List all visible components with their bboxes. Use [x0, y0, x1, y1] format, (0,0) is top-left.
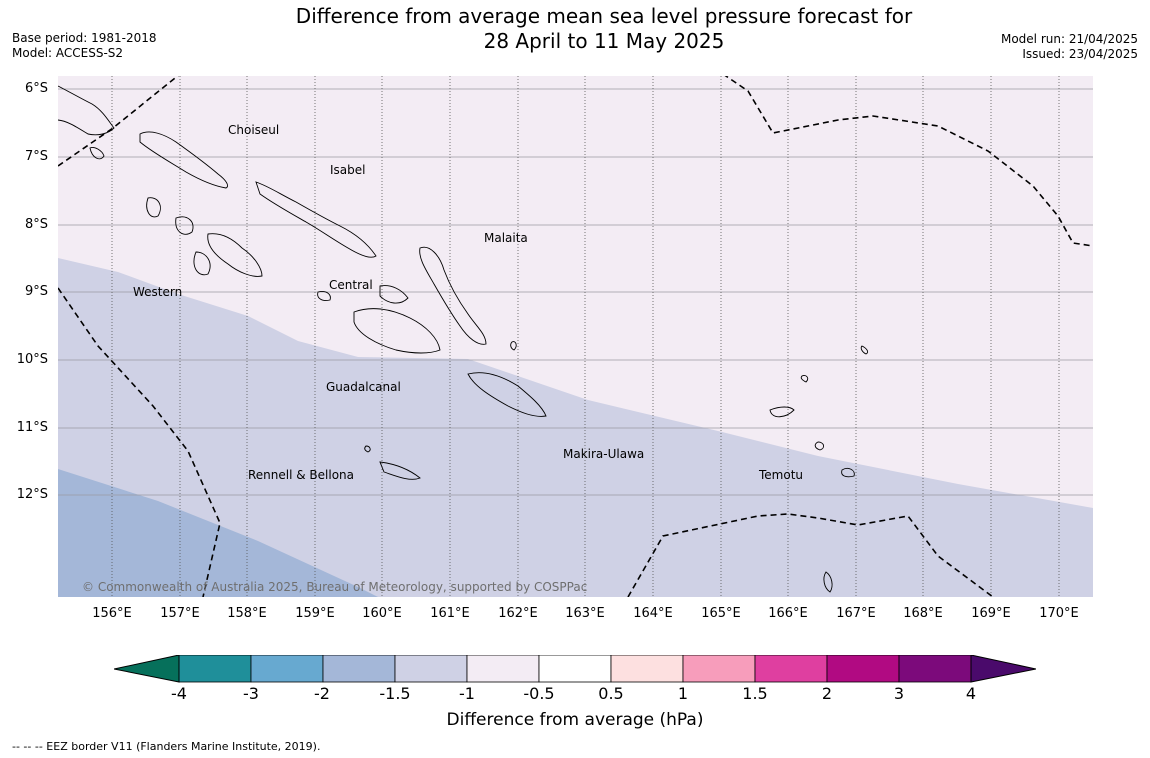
- island-isabel: [255, 181, 377, 258]
- colorbar-tick-5: -0.5: [523, 684, 555, 703]
- island-florida: [379, 285, 409, 304]
- colorbar-over-arrow: [970, 655, 1036, 683]
- lat-label-12s: 12°S: [16, 487, 48, 502]
- island-reef-islands: [800, 375, 809, 383]
- colorbar-segment: [754, 655, 828, 683]
- colorbar-segment: [682, 655, 756, 683]
- colorbar-segment: [178, 655, 252, 683]
- island-new-georgia: [175, 216, 194, 235]
- lat-label-9s: 9°S: [24, 284, 48, 299]
- island-anuta: [823, 571, 833, 593]
- colorbar-tick-7: 1: [677, 684, 689, 703]
- lat-label-7s: 7°S: [24, 149, 48, 164]
- colorbar-tick-10: 3: [893, 684, 905, 703]
- colorbar-segment: [826, 655, 900, 683]
- lat-label-8s: 8°S: [24, 217, 48, 232]
- island-vella: [146, 197, 161, 218]
- island-kolombangara: [207, 233, 263, 277]
- lon-label-156e: 156°E: [92, 606, 132, 621]
- issued-text: Issued: 23/04/2025: [1022, 47, 1138, 61]
- region-label-malaita: Malaita: [484, 231, 528, 245]
- island-rennell: [379, 461, 421, 480]
- colorbar-under-arrow: [114, 655, 180, 683]
- island-vanikoro: [841, 467, 855, 478]
- map-canvas: [58, 76, 1093, 597]
- lon-label-161e: 161°E: [430, 606, 470, 621]
- title-line-1: Difference from average mean sea level p…: [295, 4, 913, 28]
- colorbar-label: Difference from average (hPa): [446, 710, 704, 730]
- lon-label-159e: 159°E: [295, 606, 335, 621]
- region-label-isabel: Isabel: [330, 163, 366, 177]
- island-duff: [860, 345, 869, 355]
- lon-label-168e: 168°E: [903, 606, 943, 621]
- colorbar-tick-1: -3: [243, 684, 259, 703]
- lat-label-6s: 6°S: [24, 81, 48, 96]
- colorbar-segment: [250, 655, 324, 683]
- colorbar-segment: [466, 655, 540, 683]
- colorbar-segment: [610, 655, 684, 683]
- lon-label-165e: 165°E: [701, 606, 741, 621]
- lat-label-11s: 11°S: [16, 420, 48, 435]
- colorbar-tick-0: -4: [171, 684, 187, 703]
- region-label-temotu: Temotu: [759, 468, 804, 482]
- colorbar-tick-2: -2: [314, 684, 330, 703]
- colorbar-segments: [178, 655, 972, 683]
- island-guadalcanal: [353, 308, 441, 354]
- region-label-western: Western: [133, 285, 183, 299]
- island-rendova: [193, 251, 211, 276]
- island-choiseul: [139, 131, 229, 189]
- region-label-central: Central: [329, 278, 373, 292]
- region-label-rennell-bellona: Rennell & Bellona: [248, 468, 355, 482]
- region-label-makira-ulawa: Makira-Ulawa: [563, 447, 645, 461]
- model-run-text: Model run: 21/04/2025: [1000, 32, 1138, 46]
- colorbar-tick-6: 0.5: [598, 684, 624, 703]
- map-title: Difference from average mean sea level p…: [0, 4, 1150, 54]
- lon-label-166e: 166°E: [768, 606, 808, 621]
- lon-label-162e: 162°E: [498, 606, 538, 621]
- base-period-text: Base period: 1981-2018: [12, 31, 157, 45]
- map-panel: [58, 76, 1093, 597]
- latitude-gridlines: [58, 88, 1093, 496]
- colorbar-tick-4: -1: [459, 684, 475, 703]
- colorbar-segment: [322, 655, 396, 683]
- colorbar-tick-8: 1.5: [742, 684, 768, 703]
- colorbar-tick-3: -1.5: [379, 684, 411, 703]
- island-bougainville: [58, 85, 115, 136]
- field-band-dark: [58, 469, 378, 597]
- lon-label-164e: 164°E: [633, 606, 673, 621]
- copyright-text: © Commonwealth of Australia 2025, Bureau…: [82, 580, 588, 594]
- colorbar-segment: [394, 655, 468, 683]
- field-band-mid: [58, 258, 1093, 597]
- colorbar: [114, 655, 1036, 683]
- colorbar-segment: [898, 655, 972, 683]
- island-utupua: [814, 441, 825, 451]
- island-russell: [317, 291, 331, 301]
- lon-label-163e: 163°E: [565, 606, 605, 621]
- island-malaita: [419, 246, 487, 345]
- eez-borders: [58, 76, 1093, 597]
- lon-label-167e: 167°E: [836, 606, 876, 621]
- coastlines: [58, 85, 869, 593]
- island-buka: [89, 147, 105, 160]
- model-text: Model: ACCESS-S2: [12, 46, 124, 60]
- meta-right: Model run: 21/04/2025 Issued: 23/04/2025: [1001, 32, 1138, 62]
- meta-left: Base period: 1981-2018 Model: ACCESS-S2: [12, 31, 157, 61]
- region-label-guadalcanal: Guadalcanal: [326, 380, 401, 394]
- lon-label-160e: 160°E: [362, 606, 402, 621]
- island-bellona: [364, 445, 371, 453]
- eez-footnote: -- -- -- EEZ border V11 (Flanders Marine…: [12, 740, 321, 753]
- colorbar-segment: [538, 655, 612, 683]
- lon-label-157e: 157°E: [160, 606, 200, 621]
- lon-label-158e: 158°E: [227, 606, 267, 621]
- title-line-2: 28 April to 11 May 2025: [483, 29, 725, 53]
- island-ndende: [769, 406, 795, 418]
- lat-label-10s: 10°S: [16, 352, 48, 367]
- colorbar-tick-11: 4: [965, 684, 977, 703]
- island-makira: [467, 372, 547, 417]
- region-label-choiseul: Choiseul: [228, 123, 280, 137]
- colorbar-tick-9: 2: [821, 684, 833, 703]
- lon-label-170e: 170°E: [1039, 606, 1079, 621]
- island-ulawa: [510, 341, 517, 351]
- lon-label-169e: 169°E: [971, 606, 1011, 621]
